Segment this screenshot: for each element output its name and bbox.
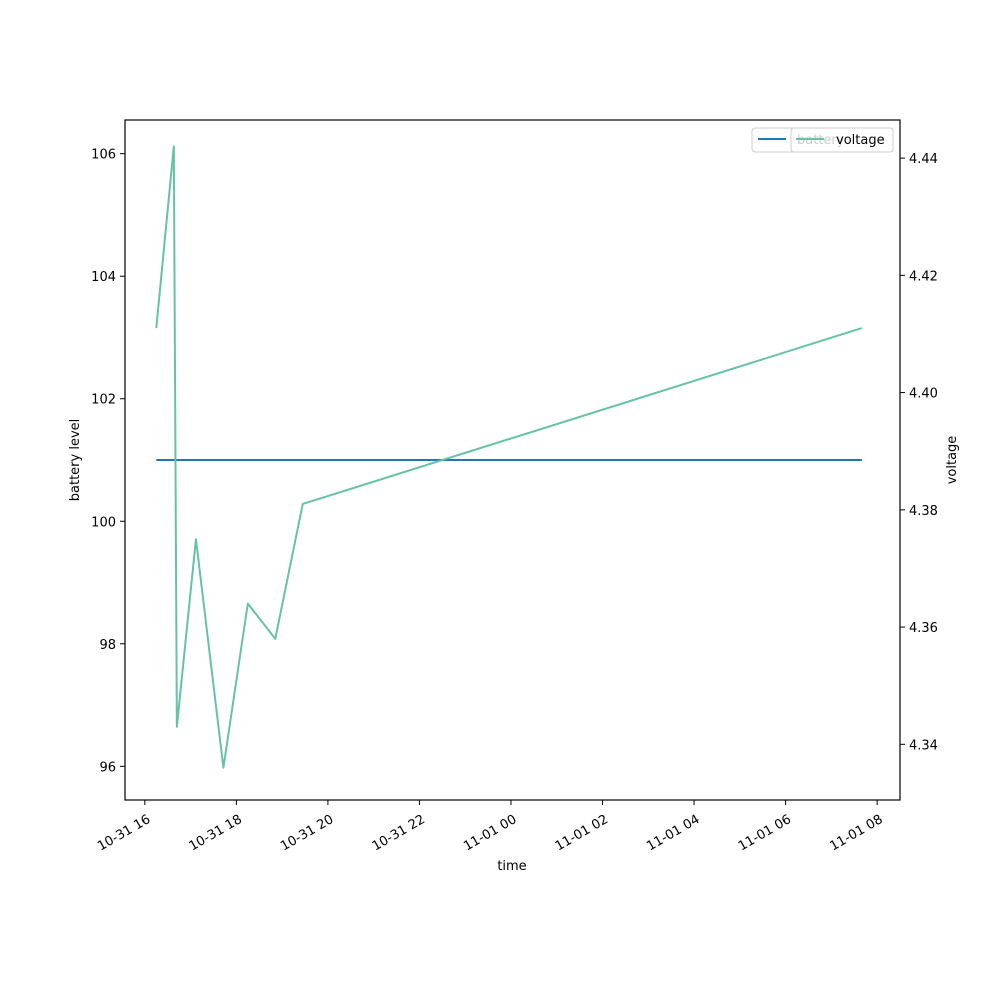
- y-left-tick-label: 96: [99, 760, 116, 775]
- legend-label-voltage: voltage: [836, 133, 885, 148]
- y-right-tick-label: 4.44: [909, 152, 938, 167]
- axes-spines: [124, 119, 901, 801]
- x-tick-label: 11-01 04: [644, 812, 702, 854]
- y-axis-right-label: voltage: [945, 436, 960, 485]
- y-left-tick-label: 100: [91, 515, 116, 530]
- axes-frame: [124, 119, 901, 801]
- y-axis-right: 4.34 4.36 4.38 4.40 4.42 4.44: [900, 152, 938, 753]
- y-left-tick-label: 98: [99, 638, 116, 653]
- legend-box-secondary: [790, 127, 894, 153]
- legend-secondary: voltage: [790, 127, 894, 153]
- y-right-tick-label: 4.40: [909, 387, 938, 402]
- x-tick-label: 11-01 08: [827, 812, 885, 854]
- x-tick-label: 10-31 18: [187, 812, 245, 854]
- y-right-tick-label: 4.34: [909, 738, 938, 753]
- series-line-voltage: [155, 145, 863, 769]
- x-axis-label: time: [497, 859, 526, 874]
- x-tick-label: 10-31 16: [95, 812, 153, 854]
- y-axis-left: 96 98 100 102 104 106: [91, 148, 125, 775]
- y-axis-left-label: battery level: [68, 419, 83, 502]
- y-right-tick-label: 4.36: [909, 621, 938, 636]
- x-tick-label: 11-01 00: [461, 812, 519, 854]
- x-axis: 10-31 16 10-31 18 10-31 20 10-31 22 11-01 00…: [95, 800, 886, 854]
- y-right-tick-label: 4.42: [909, 269, 938, 284]
- x-tick-label: 10-31 22: [370, 812, 428, 854]
- x-tick-label: 11-01 02: [553, 812, 611, 854]
- y-left-tick-label: 102: [91, 393, 116, 408]
- y-right-tick-label: 4.38: [909, 504, 938, 519]
- x-tick-label: 11-01 06: [736, 812, 794, 854]
- x-tick-label: 10-31 20: [278, 812, 336, 854]
- y-left-tick-label: 104: [91, 270, 116, 285]
- y-left-tick-label: 106: [91, 148, 116, 163]
- series-layer: [155, 145, 863, 769]
